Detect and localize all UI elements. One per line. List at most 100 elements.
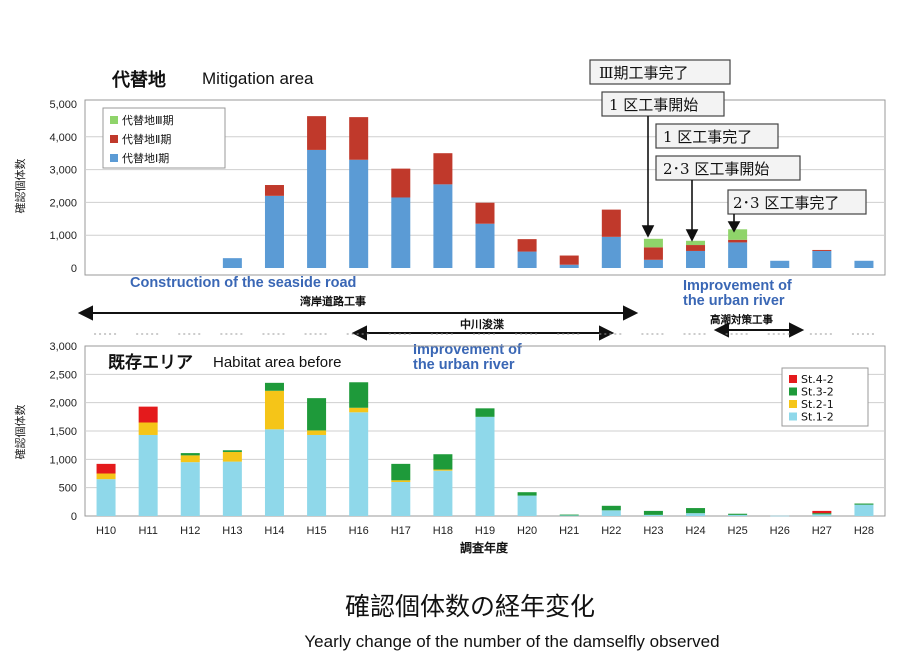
y-tick-label: 0	[71, 263, 77, 275]
legend-label: 代替地Ⅲ期	[122, 113, 174, 127]
x-tick-label: H10	[96, 525, 116, 537]
annotation-zone1-start: 1 区工事開始	[609, 96, 698, 114]
annotation-phase3-complete: Ⅲ期工事完了	[599, 64, 688, 82]
bar-segment-代替地Ⅲ期	[643, 238, 663, 248]
bar-segment-代替地Ⅰ期	[728, 242, 748, 268]
bar-segment-St.3-2	[643, 510, 663, 515]
bar-segment-St.1-2	[854, 504, 874, 516]
bar-segment-St.4-2	[96, 463, 116, 474]
bar-segment-代替地Ⅰ期	[349, 159, 369, 268]
y-tick-label: 3,000	[49, 341, 77, 353]
bar-segment-St.4-2	[812, 510, 832, 514]
legend-swatch	[789, 412, 797, 421]
bar-segment-代替地Ⅱ期	[307, 116, 327, 150]
legend-swatch	[789, 375, 797, 383]
bar-segment-St.3-2	[391, 463, 411, 481]
bar-segment-代替地Ⅰ期	[559, 264, 579, 268]
bar-segment-代替地Ⅰ期	[391, 197, 411, 268]
bottom-x-axis-label: 調査年度	[460, 540, 509, 555]
bar-segment-代替地Ⅰ期	[643, 259, 663, 268]
y-tick-label: 1,500	[49, 426, 77, 438]
bar-segment-St.3-2	[180, 453, 200, 456]
x-tick-label: H24	[685, 525, 705, 537]
y-tick-label: 3,000	[49, 165, 77, 177]
bar-segment-St.3-2	[854, 503, 874, 505]
y-tick-label: 500	[59, 483, 77, 495]
bar-segment-St.3-2	[475, 408, 495, 417]
bottom-title-jp: 既存エリア	[108, 352, 193, 373]
top-title-jp: 代替地	[111, 69, 166, 91]
y-tick-label: 5,000	[49, 99, 77, 111]
bar-segment-St.2-1	[138, 422, 158, 435]
y-tick-label: 0	[71, 511, 77, 523]
bar-segment-St.3-2	[222, 450, 242, 452]
bottom-legend: St.4-2St.3-2St.2-1St.1-2	[781, 367, 869, 427]
bar-segment-St.1-2	[180, 462, 200, 516]
bar-segment-St.3-2	[812, 513, 832, 515]
bar-segment-代替地Ⅱ期	[475, 202, 495, 224]
bar-segment-代替地Ⅱ期	[559, 255, 579, 265]
x-tick-label: H18	[433, 525, 453, 537]
x-tick-label: H19	[475, 525, 495, 537]
legend-swatch	[789, 400, 797, 408]
bar-segment-代替地Ⅰ期	[307, 149, 327, 268]
bar-segment-St.1-2	[601, 510, 621, 516]
y-tick-label: 4,000	[49, 132, 77, 144]
x-tick-label: H11	[138, 525, 157, 537]
bar-segment-代替地Ⅱ期	[264, 185, 284, 196]
y-tick-label: 2,500	[49, 369, 77, 381]
bar-segment-St.2-1	[433, 469, 453, 471]
bar-segment-St.1-2	[770, 515, 790, 517]
bar-segment-代替地Ⅰ期	[601, 236, 621, 268]
bar-segment-St.1-2	[222, 461, 242, 516]
legend-swatch	[110, 116, 118, 124]
bar-segment-代替地Ⅰ期	[770, 260, 790, 268]
bar-segment-St.1-2	[812, 514, 832, 516]
bar-segment-St.1-2	[559, 515, 579, 517]
bar-segment-代替地Ⅱ期	[686, 245, 706, 251]
y-tick-label: 2,000	[49, 398, 77, 410]
seaside-road-label-jp: 湾岸道路工事	[300, 294, 366, 308]
bar-segment-St.1-2	[138, 434, 158, 516]
bar-segment-St.4-2	[138, 406, 158, 423]
bar-segment-St.2-1	[180, 455, 200, 463]
figure-title-en: Yearly change of the number of the damse…	[304, 632, 719, 651]
x-tick-label: H22	[601, 525, 621, 537]
bar-segment-St.3-2	[433, 454, 453, 470]
x-tick-label: H27	[812, 525, 832, 537]
legend-label: St.1-2	[801, 411, 834, 424]
x-tick-label: H16	[349, 525, 369, 537]
x-tick-label: H15	[306, 525, 326, 537]
bar-segment-代替地Ⅰ期	[264, 195, 284, 268]
nakagawa-label-en-1: Improvement of	[413, 342, 522, 358]
bar-segment-St.2-1	[307, 430, 327, 435]
annotation-zone23-start: 2･3 区工事開始	[663, 160, 769, 178]
bar-segment-St.3-2	[686, 508, 706, 514]
bar-segment-代替地Ⅱ期	[433, 153, 453, 185]
bar-segment-代替地Ⅱ期	[517, 239, 537, 252]
bar-segment-St.3-2	[559, 514, 579, 516]
bar-segment-St.2-1	[391, 480, 411, 482]
top-legend-box	[102, 107, 226, 169]
bar-segment-St.1-2	[475, 416, 495, 516]
bar-segment-St.3-2	[601, 505, 621, 511]
legend-label: 代替地Ⅱ期	[122, 132, 171, 146]
bar-segment-代替地Ⅲ期	[728, 229, 748, 240]
bar-segment-代替地Ⅰ期	[812, 250, 832, 268]
legend-label: St.2-1	[801, 398, 834, 411]
bar-segment-St.2-1	[96, 473, 116, 480]
nakagawa-label-jp: 中川浚渫	[460, 317, 504, 331]
x-tick-label: H28	[854, 525, 874, 537]
bottom-chart: 0 500 1,000 1,500 2,000 2,500 3,000 H10 H11 H12 H…	[13, 341, 886, 555]
bar-segment-St.2-1	[222, 451, 242, 462]
bar-segment-代替地Ⅱ期	[643, 247, 663, 260]
legend-swatch	[789, 387, 797, 396]
takashio-label-en-1: Improvement of	[683, 278, 792, 294]
x-tick-label: H25	[728, 525, 748, 537]
x-tick-label: H14	[264, 525, 284, 537]
bar-segment-St.1-2	[264, 429, 284, 516]
x-tick-label: H17	[391, 525, 411, 537]
bar-segment-St.3-2	[349, 382, 369, 408]
bar-segment-St.1-2	[433, 470, 453, 516]
